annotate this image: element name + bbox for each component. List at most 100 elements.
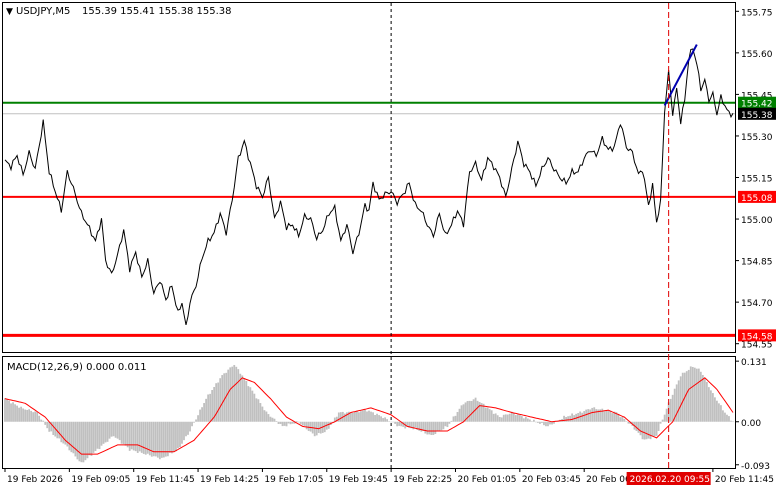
macd-histogram-bar [605,410,608,422]
macd-histogram-bar [285,421,288,427]
macd-histogram-bar [36,411,39,422]
macd-histogram-bar [243,378,246,422]
macd-histogram-bar [345,412,348,422]
macd-histogram-bar [599,409,602,422]
macd-histogram-bar [378,415,380,422]
macd-histogram-bar [677,380,680,422]
macd-histogram-bar [370,411,372,422]
macd-histogram-bar [289,421,292,425]
macd-histogram-bar [533,419,535,422]
y-tick-label: 155.00 [741,216,773,226]
x-tick-label: 20 Feb 01:05 [457,475,516,485]
macd-histogram-bar [583,411,586,422]
macd-histogram-bar [98,421,101,450]
macd-histogram-bar [8,400,10,422]
macd-histogram-bar [611,413,614,422]
macd-histogram-bar [171,421,173,454]
macd-histogram-bar [659,421,662,424]
x-tick-label: 19 Feb 09:05 [71,475,130,485]
macd-histogram-bar [118,421,121,441]
macd-histogram-bar [100,421,103,446]
macd-histogram-bar [295,420,298,422]
macd-histogram-bar [279,421,282,424]
current-price-tag [738,107,776,120]
macd-histogram-bar [607,410,610,422]
macd-histogram-bar [197,415,199,422]
macd-histogram-bar [732,421,734,422]
y-tick-label: 155.45 [741,91,773,101]
macd-histogram-bar [128,421,131,451]
macd-histogram-bar [703,378,706,422]
macd-histogram-bar [526,418,529,422]
macd-histogram-bar [384,417,386,422]
macd-histogram-bar [440,421,443,431]
macd-histogram-bar [482,403,485,422]
macd-histogram-bar [88,421,91,456]
macd-histogram-bar [675,384,678,422]
y-tick-label: 154.70 [741,299,773,309]
symbol-label: USDJPY,M5 [16,6,70,17]
macd-pane[interactable] [4,364,734,463]
y-tick-label: 155.15 [741,175,773,185]
macd-histogram-bar [398,421,401,426]
trendline[interactable] [663,44,698,106]
macd-histogram-bar [466,401,469,422]
macd-histogram-bar [42,420,45,422]
macd-histogram-bar [565,416,567,422]
macd-histogram-bar [335,416,338,422]
macd-histogram-bar [661,419,664,422]
macd-histogram-bar [183,421,185,441]
macd-histogram-bar [639,421,642,436]
macd-histogram-bar [24,409,27,422]
macd-histogram-bar [225,372,228,422]
macd-histogram-bar [235,366,238,422]
macd-histogram-bar [124,421,127,446]
macd-histogram-bar [219,378,222,422]
macd-histogram-bar [305,421,308,430]
macd-histogram-bar [653,421,656,437]
main-price-pane[interactable] [3,44,735,337]
macd-histogram-bar [343,413,346,422]
x-tick-label: 20 Feb 03:45 [522,475,581,485]
macd-histogram-bar [615,412,618,422]
y-tick-label: 155.75 [741,8,773,18]
macd-histogram-bar [223,373,226,422]
macd-histogram-bar [213,386,216,422]
macd-title: MACD(12,26,9) 0.000 0.011 [7,362,147,373]
level-tag-label: 154.58 [741,332,773,342]
macd-histogram-bar [80,421,83,463]
macd-histogram-bar [10,403,12,422]
macd-histogram-bar [56,421,59,439]
macd-histogram-bar [524,416,527,422]
macd-histogram-bar [6,399,8,422]
x-tick-label: 19 Feb 2026 [7,475,63,485]
macd-histogram-bar [96,421,99,449]
macd-histogram-bar [269,416,272,422]
macd-histogram-bar [249,387,252,422]
macd-histogram-bar [209,393,212,422]
macd-histogram-bar [299,421,302,424]
macd-histogram-bar [255,398,258,422]
macd-histogram-bar [500,417,503,422]
macd-histogram-bar [347,411,350,422]
macd-histogram-bar [68,421,71,451]
macd-histogram-bar [303,421,306,426]
macd-histogram-bar [643,421,646,440]
symbol-arrow-icon[interactable]: ▼ [6,7,13,17]
macd-histogram-bar [287,421,290,424]
macd-histogram-bar [156,421,159,458]
macd-histogram-bar [337,412,340,422]
macd-histogram-bar [380,416,382,422]
macd-histogram-bar [239,373,242,422]
macd-histogram-bar [193,421,195,423]
macd-histogram-bar [110,421,113,437]
macd-histogram-bar [84,421,87,461]
macd-histogram-bar [126,421,129,448]
macd-histogram-bar [48,421,51,432]
macd-histogram-bar [251,390,254,422]
macd-histogram-bar [621,417,624,422]
macd-histogram-bar [58,421,61,439]
x-tick-label: 19 Feb 17:05 [264,475,323,485]
macd-histogram-bar [647,421,650,439]
